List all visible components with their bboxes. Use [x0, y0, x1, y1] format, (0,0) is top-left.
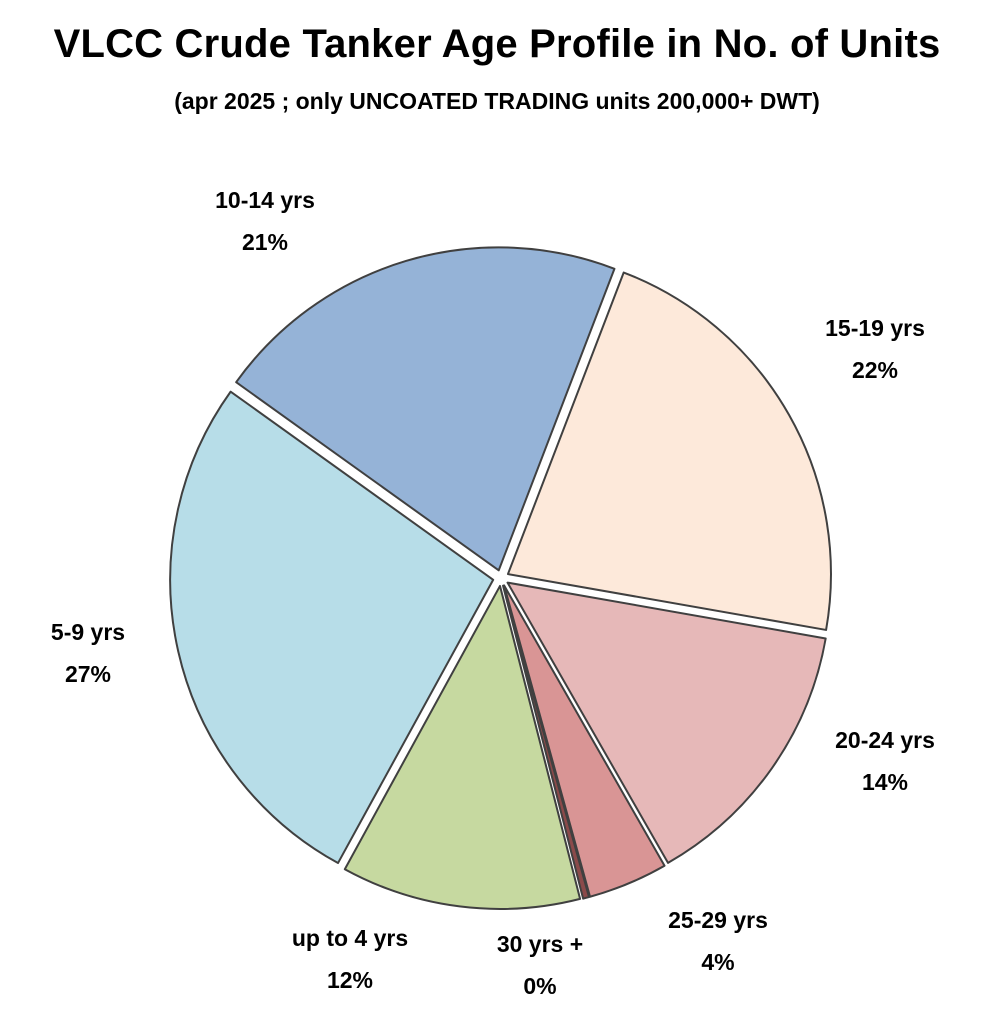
- pie-slice-up-to-4-yrs: [343, 584, 582, 910]
- chart-subtitle: (apr 2025 ; only UNCOATED TRADING units …: [174, 88, 820, 114]
- slice-label-category: 15-19 yrs: [825, 315, 925, 341]
- slice-label-category: up to 4 yrs: [292, 925, 408, 951]
- pie-slice-10-14-yrs: [235, 246, 616, 572]
- slice-label-percent: 22%: [852, 357, 898, 383]
- pie-slice-30-yrs-: [502, 584, 590, 900]
- pie-slice-25-29-yrs: [503, 584, 666, 898]
- slice-label-category: 10-14 yrs: [215, 187, 315, 213]
- pie-slice-5-9-yrs: [169, 390, 495, 865]
- slice-label-category: 20-24 yrs: [835, 727, 935, 753]
- slice-label-category: 30 yrs +: [497, 931, 583, 957]
- slice-label-percent: 27%: [65, 661, 111, 687]
- slice-label-category: 5-9 yrs: [51, 619, 125, 645]
- slice-label-percent: 21%: [242, 229, 288, 255]
- slice-label-percent: 12%: [327, 967, 373, 993]
- slice-label-category: 25-29 yrs: [668, 907, 768, 933]
- chart-title: VLCC Crude Tanker Age Profile in No. of …: [53, 22, 941, 66]
- slice-label-percent: 0%: [523, 973, 556, 999]
- pie-slice-15-19-yrs: [506, 271, 832, 631]
- slice-label-percent: 14%: [862, 769, 908, 795]
- slice-label-percent: 4%: [701, 949, 734, 975]
- pie-slice-20-24-yrs: [506, 581, 827, 864]
